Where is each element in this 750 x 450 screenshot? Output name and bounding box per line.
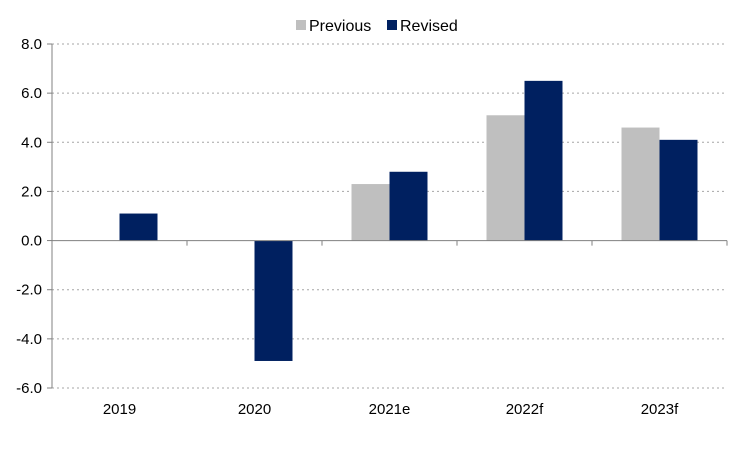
legend-swatch-previous <box>296 20 306 30</box>
legend-swatch-revised <box>387 20 397 30</box>
bar-revised-2023f <box>659 139 698 241</box>
legend-label-previous: Previous <box>309 18 371 35</box>
y-tick-label: 8.0 <box>21 36 42 53</box>
axes <box>47 43 728 389</box>
y-tick-label: -6.0 <box>16 380 42 397</box>
y-tick-label: -2.0 <box>16 282 42 299</box>
y-tick-label: 0.0 <box>21 233 42 250</box>
legend: Previous Revised <box>296 18 458 35</box>
x-tick-label: 2019 <box>103 401 136 418</box>
y-tick-label: 4.0 <box>21 134 42 151</box>
x-tick-label: 2020 <box>238 401 271 418</box>
bar-revised-2019 <box>119 213 158 241</box>
bars <box>119 80 698 361</box>
x-tick-label: 2023f <box>641 401 679 418</box>
bar-previous-2021e <box>351 184 390 241</box>
legend-label-revised: Revised <box>400 18 458 35</box>
x-tick-labels: 2019 2020 2021e 2022f 2023f <box>103 401 679 418</box>
y-tick-label: 2.0 <box>21 183 42 200</box>
bar-revised-2022f <box>524 80 563 241</box>
y-tick-labels: 8.0 6.0 4.0 2.0 0.0 -2.0 -4.0 -6.0 <box>16 36 42 397</box>
x-tick-label: 2021e <box>369 401 411 418</box>
bar-revised-2020 <box>254 240 293 361</box>
y-tick-label: 6.0 <box>21 85 42 102</box>
y-tick-label: -4.0 <box>16 331 42 348</box>
bar-revised-2021e <box>389 171 428 241</box>
bar-previous-2022f <box>486 115 525 241</box>
x-tick-label: 2022f <box>506 401 544 418</box>
bar-previous-2023f <box>621 127 660 241</box>
